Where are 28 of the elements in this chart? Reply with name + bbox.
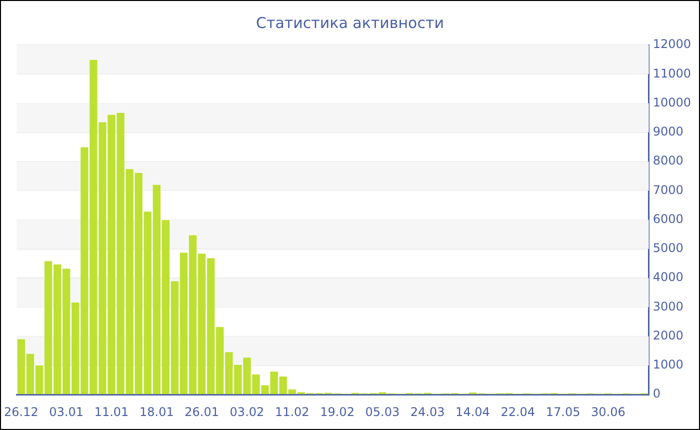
y-tick-label: 7000 [652,182,684,197]
y-tick-label: 1000 [652,358,684,372]
y-tick-label: 11000 [652,66,692,80]
x-tick-label: 19.02 [320,404,354,419]
x-tick-label: 26.12 [4,404,38,419]
y-tick-label: 5000 [652,241,684,256]
x-tick-label: 05.03 [365,404,400,419]
x-tick-label: 18.01 [139,404,174,419]
x-tick-label: 26.01 [184,404,219,419]
y-tick-label: 9000 [652,124,684,139]
y-tick-label: 6000 [652,212,684,226]
x-tick-label: 11.02 [274,404,310,419]
y-tick-label: 4000 [652,270,684,284]
y-tick-label: 12000 [652,37,692,52]
y-tick-label: 3000 [652,299,684,314]
x-tick-label: 03.02 [230,404,264,419]
y-tick-label: 2000 [652,328,684,342]
x-tick-label: 11.01 [94,404,129,419]
x-tick-label: 03.01 [49,404,84,419]
y-tick-label: 8000 [652,154,684,168]
chart-title: Статистика активности [256,14,444,32]
x-tick-label: 30.06 [591,404,626,419]
x-tick-label: 24.03 [410,404,445,419]
y-tick-label: 10000 [652,95,692,110]
y-tick-label: 0 [652,386,660,401]
x-tick-label: 22.04 [500,404,536,419]
x-tick-label: 17.05 [546,404,580,419]
x-tick-label: 14.04 [456,404,490,419]
